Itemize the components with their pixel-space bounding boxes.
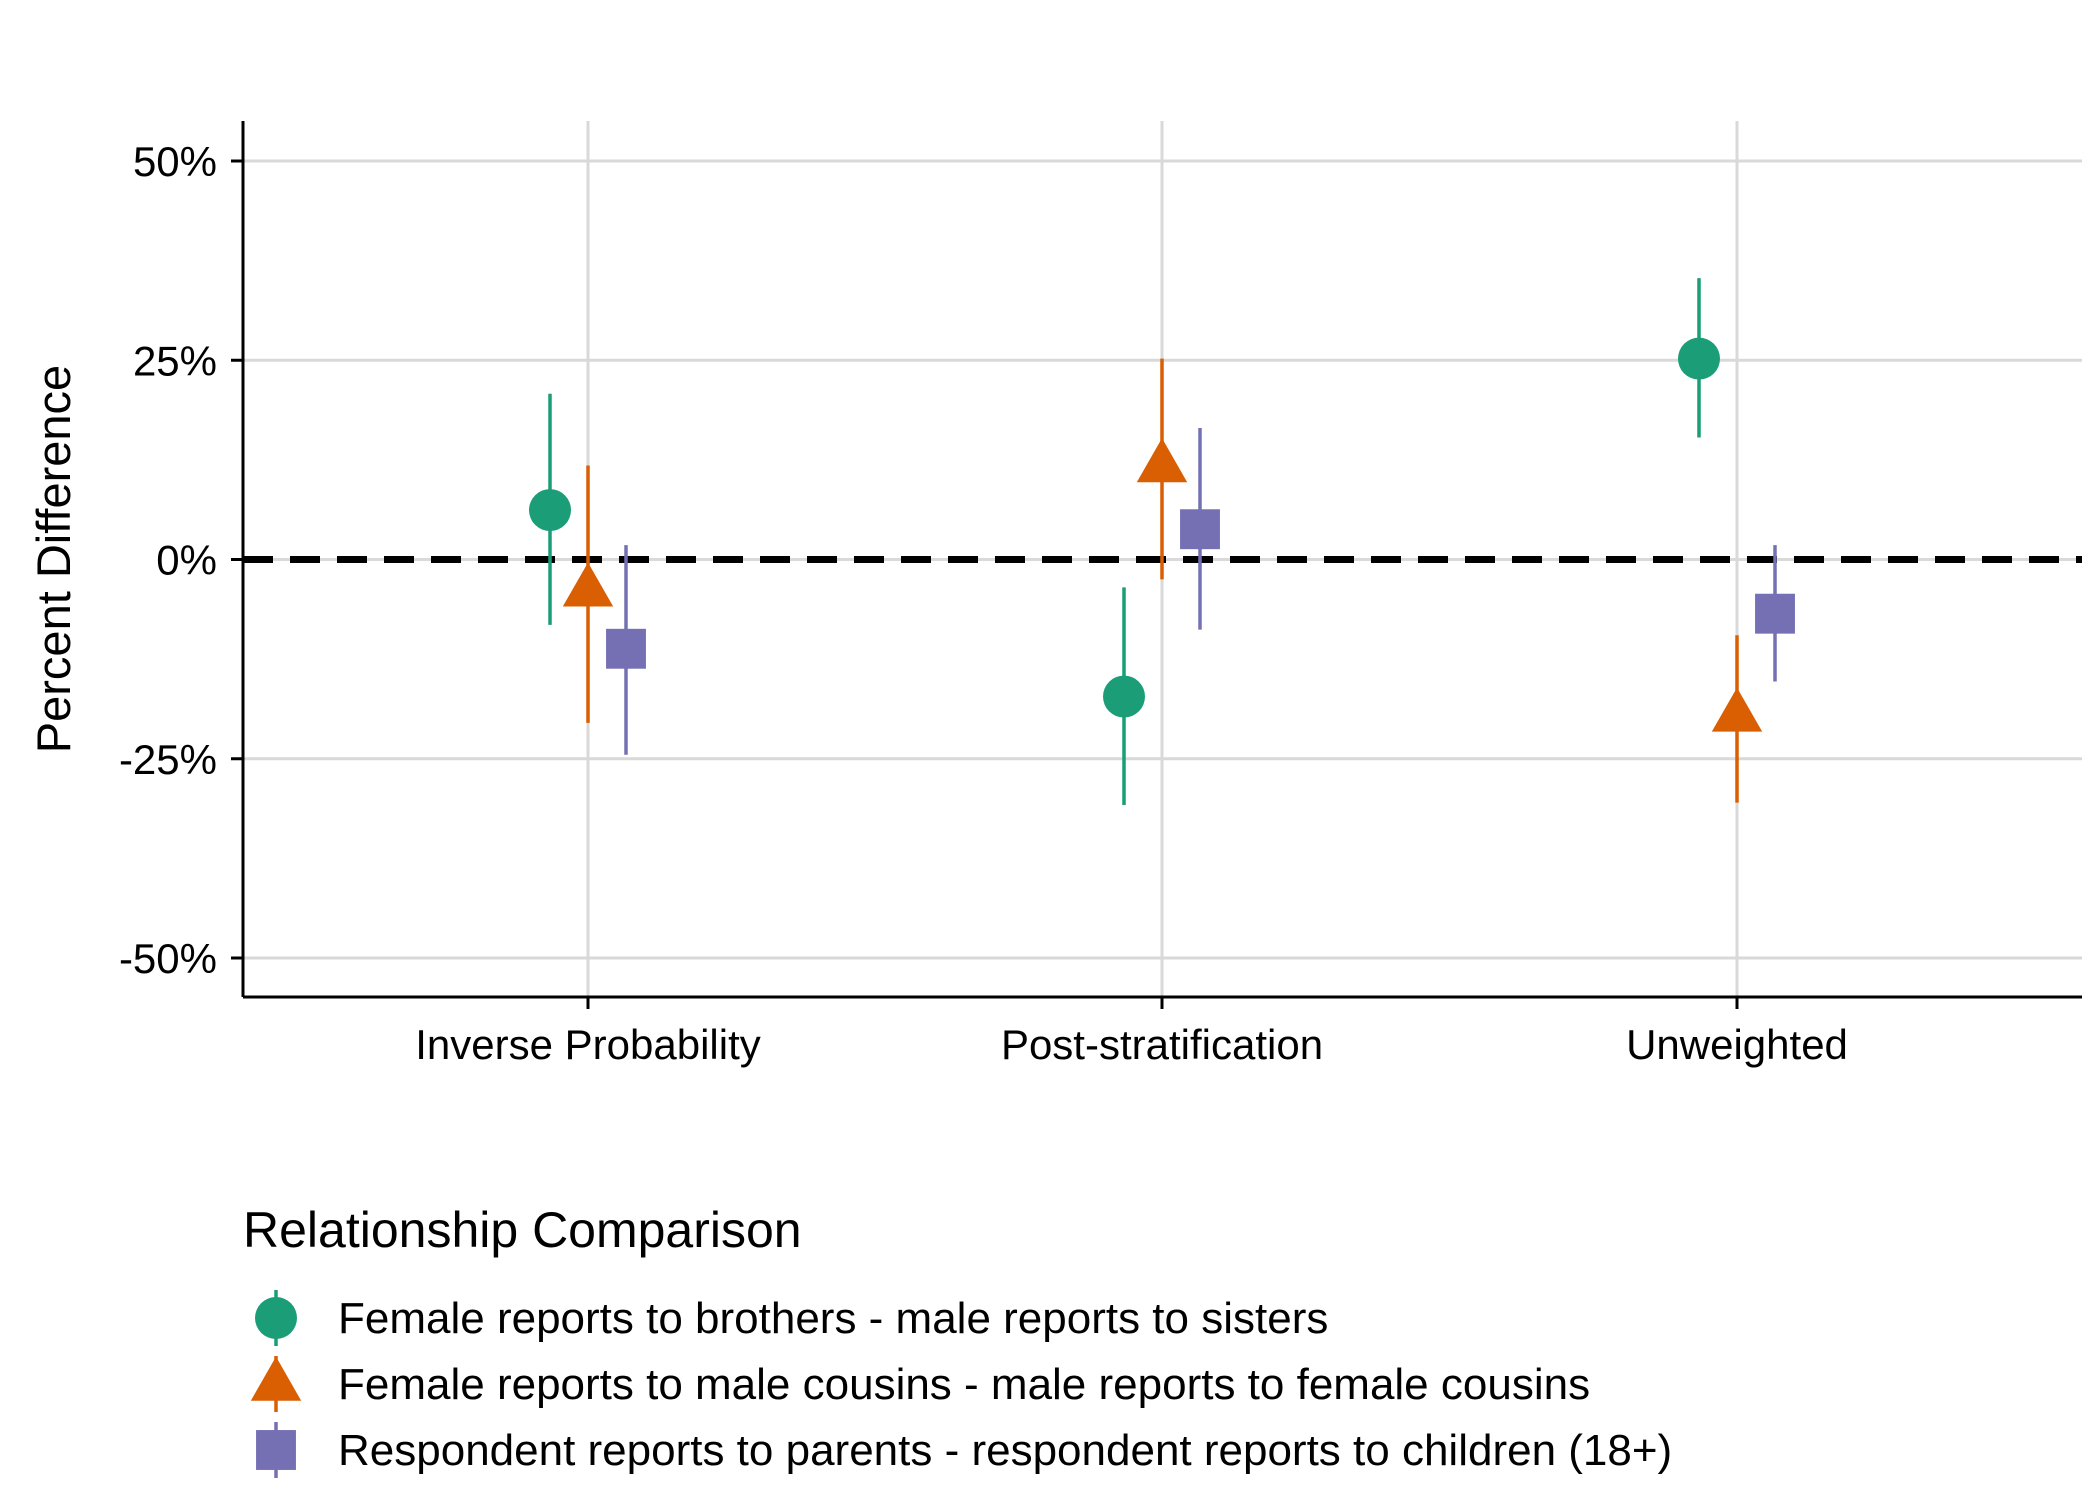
legend-key-triangle [250, 1356, 302, 1401]
data-layer [529, 278, 1795, 805]
data-point-triangle [1136, 438, 1188, 483]
x-tick-label: Inverse Probability [415, 1021, 761, 1068]
axis-layer: 50% 25% 0% -25% -50% Inverse Probability Post-… [27, 121, 2082, 1068]
legend-item-label: Respondent reports to parents - responde… [338, 1426, 1672, 1475]
legend-title: Relationship Comparison [243, 1202, 802, 1258]
data-point-square [606, 628, 646, 669]
data-point-circle [1678, 337, 1720, 380]
y-axis-title: Percent Difference [27, 365, 80, 753]
legend-item-label: Female reports to brothers - male report… [338, 1294, 1328, 1343]
x-tick-label: Unweighted [1626, 1021, 1848, 1068]
data-point-circle [1103, 675, 1145, 718]
data-point-square [1755, 593, 1795, 634]
y-tick-label: -25% [119, 736, 217, 783]
y-tick-label: 50% [133, 138, 217, 185]
y-tick-label: -50% [119, 935, 217, 982]
legend-key-square [256, 1430, 296, 1470]
legend-key-circle [255, 1297, 297, 1339]
y-tick-label: 0% [156, 537, 217, 584]
x-tick-label: Post-stratification [1001, 1021, 1323, 1068]
data-point-circle [529, 489, 571, 532]
legend-item-label: Female reports to male cousins - male re… [338, 1360, 1590, 1409]
data-point-triangle [1711, 687, 1763, 732]
legend: Relationship Comparison Female reports to… [243, 1202, 1672, 1478]
data-point-triangle [562, 562, 614, 607]
y-tick-label: 25% [133, 337, 217, 384]
data-point-square [1180, 509, 1220, 550]
